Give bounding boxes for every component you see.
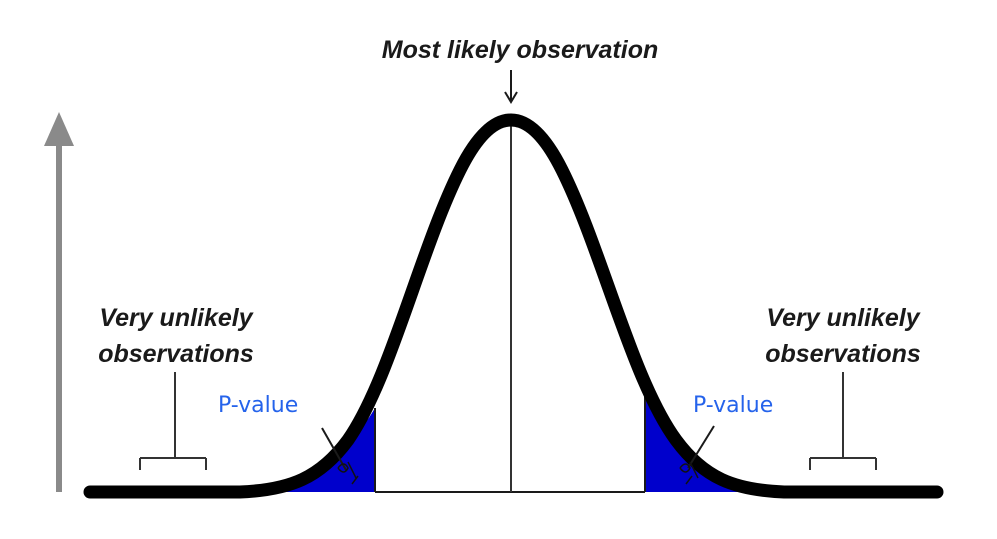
right-pvalue-pointer [687, 425, 715, 469]
left-label-line1: Very unlikely [99, 304, 253, 332]
left-pvalue-label: P-value [218, 393, 298, 418]
left-bracket [139, 372, 207, 470]
title-pointer-arrow [504, 70, 518, 104]
title-text: Most likely observation [382, 36, 658, 64]
left-alpha-mark [337, 461, 359, 485]
y-axis-arrow [44, 112, 74, 492]
right-tail-area [645, 394, 770, 492]
left-label-line2: observations [98, 340, 254, 368]
right-label-line2: observations [765, 340, 921, 368]
right-alpha-mark [679, 461, 699, 485]
right-bracket [809, 372, 877, 470]
bell-curve [83, 113, 944, 499]
right-label-line1: Very unlikely [766, 304, 920, 332]
left-pvalue-pointer [321, 427, 347, 471]
right-pvalue-label: P-value [693, 393, 773, 418]
